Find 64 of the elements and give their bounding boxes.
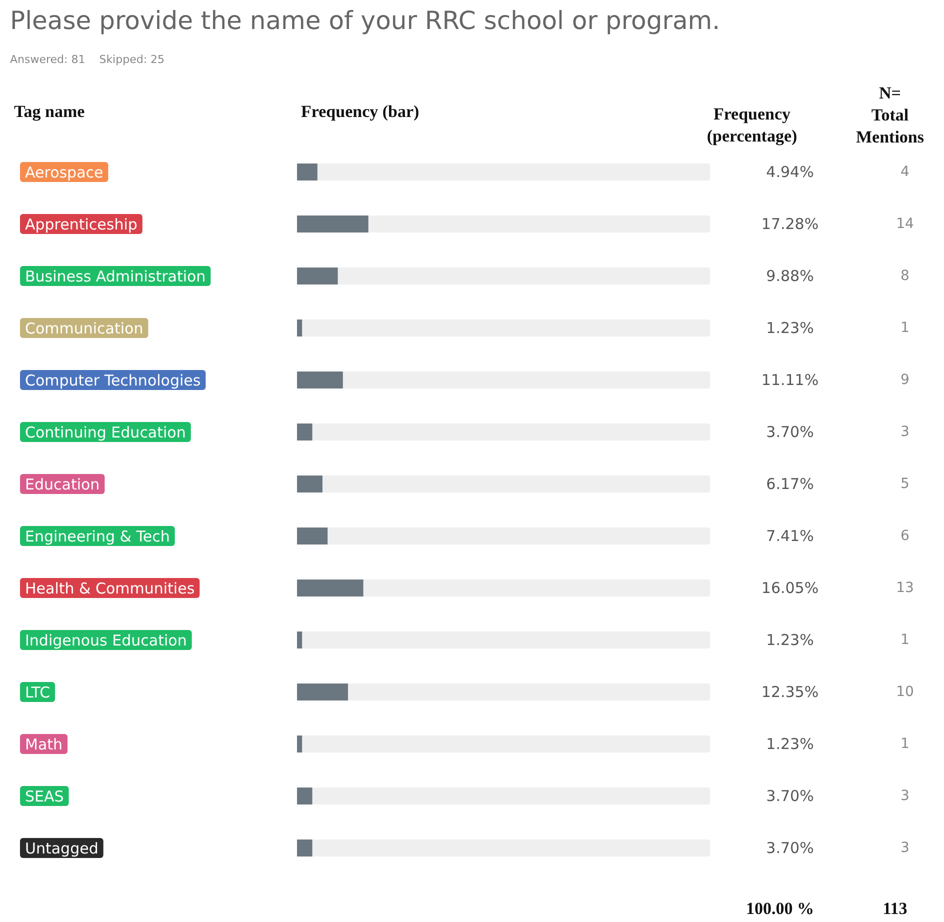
bar xyxy=(297,840,312,856)
data-label: 3.70% xyxy=(766,423,814,441)
text: 14 xyxy=(896,216,914,232)
y-tick-label: Education xyxy=(25,476,100,494)
text: 10 xyxy=(896,684,914,700)
data-label: 6.17% xyxy=(766,475,814,493)
data-label: 9.88% xyxy=(766,267,814,285)
text: 5 xyxy=(900,476,910,492)
text: 1 xyxy=(900,320,910,336)
y-tick-label: Aerospace xyxy=(25,164,104,182)
x-axis-title: Frequency (bar) xyxy=(301,102,420,121)
y-tick-label: Engineering & Tech xyxy=(25,528,170,546)
bar xyxy=(297,372,343,388)
bar xyxy=(297,268,338,284)
data-label: 4.94% xyxy=(766,163,814,181)
text: 113 xyxy=(882,899,908,918)
y-tick-label: Health & Communities xyxy=(25,580,195,598)
text: 100.00 % xyxy=(746,899,814,918)
y-tick-label: Apprenticeship xyxy=(25,216,138,234)
text: N= Total Mentions xyxy=(856,84,924,146)
bar xyxy=(297,424,312,440)
text: 13 xyxy=(896,580,914,596)
y-axis-title: Tag name xyxy=(14,102,86,121)
y-tick-label: Communication xyxy=(25,320,144,338)
data-label: 7.41% xyxy=(766,527,814,545)
text: 3 xyxy=(900,840,910,856)
bar xyxy=(297,528,328,544)
y-tick-label: Continuing Education xyxy=(25,424,186,442)
text: 1 xyxy=(900,736,910,752)
bar xyxy=(297,476,322,492)
bar xyxy=(297,684,348,700)
data-label: 1.23% xyxy=(766,631,814,649)
text: 9 xyxy=(900,372,910,388)
bar xyxy=(297,632,302,648)
bar xyxy=(297,736,302,752)
text: 6 xyxy=(900,528,910,544)
bar xyxy=(297,164,318,180)
data-label: 1.23% xyxy=(766,735,814,753)
y-tick-label: Math xyxy=(25,736,63,754)
data-label: 12.35% xyxy=(761,683,819,701)
data-label: 17.28% xyxy=(761,215,819,233)
text: Frequency (percentage) xyxy=(706,104,798,146)
data-label: 3.70% xyxy=(766,839,814,857)
data-label: 1.23% xyxy=(766,319,814,337)
bar xyxy=(297,788,312,804)
text: 4 xyxy=(900,164,910,180)
bar xyxy=(297,580,364,596)
y-tick-label: LTC xyxy=(25,684,50,702)
data-label: 3.70% xyxy=(766,787,814,805)
text: 1 xyxy=(900,632,910,648)
text: 8 xyxy=(900,268,910,284)
bar xyxy=(297,320,302,336)
y-tick-label: SEAS xyxy=(25,788,64,806)
y-tick-label: Untagged xyxy=(25,840,98,858)
y-tick-label: Computer Technologies xyxy=(25,372,201,390)
data-label: 11.11% xyxy=(761,371,819,389)
text: 3 xyxy=(900,424,910,440)
text: Answered: 81 Skipped: 25 xyxy=(10,53,165,66)
text: 3 xyxy=(900,788,910,804)
bar xyxy=(297,216,368,232)
y-tick-label: Indigenous Education xyxy=(25,632,187,650)
data-label: 16.05% xyxy=(761,579,819,597)
y-tick-label: Business Administration xyxy=(25,268,206,286)
chart-title: Please provide the name of your RRC school or program. xyxy=(10,6,720,35)
